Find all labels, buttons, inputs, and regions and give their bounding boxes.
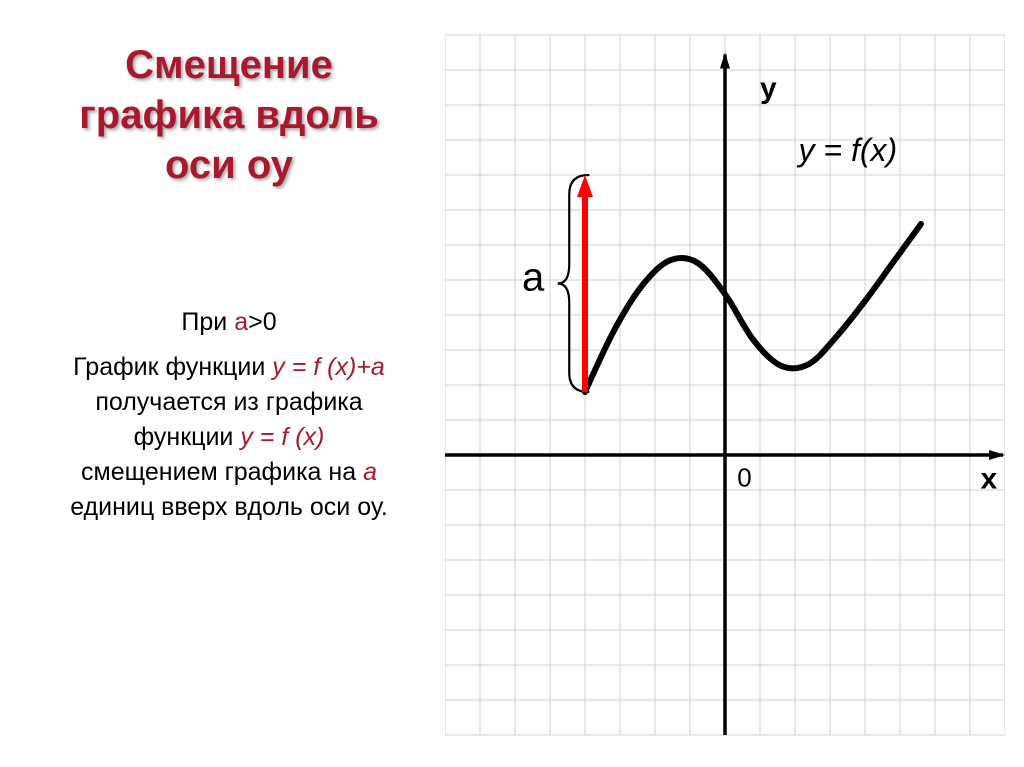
- chart-area: у х 0 у = f(х) а: [445, 32, 1005, 738]
- title-line: графика вдоль: [79, 93, 379, 137]
- cond-pre: При: [181, 308, 234, 336]
- title-line: Смещение: [125, 43, 333, 87]
- p5-text: единиц вверх вдоль оси оу.: [70, 493, 388, 521]
- body-text: При а>0 График функции у = f (х)+a получ…: [24, 305, 434, 525]
- chart-svg: у х 0 у = f(х) а: [445, 32, 1005, 738]
- left-column: Смещениеграфика вдольоси оу При а>0 Граф…: [24, 40, 434, 535]
- axis-label-y: у: [760, 72, 777, 105]
- title-line: оси оу: [165, 143, 293, 187]
- cond-post: >0: [248, 308, 277, 336]
- axis-label-x: х: [981, 462, 998, 495]
- p2-text: получается из графика: [95, 388, 362, 416]
- p1-text: График функции: [73, 353, 272, 381]
- axes: [445, 53, 1005, 736]
- p1-formula: у = f (х)+a: [272, 353, 385, 381]
- slide-title: Смещение графика вдоль оси оу: [24, 40, 434, 190]
- shift-arrow: [577, 175, 593, 392]
- condition-line: При а>0: [24, 305, 434, 340]
- p3-text: функции: [134, 423, 241, 451]
- body-paragraph: График функции у = f (х)+a получается из…: [24, 350, 434, 525]
- p4-a: а: [363, 458, 377, 486]
- function-label: у = f(х): [797, 132, 898, 168]
- p4-text: смещением графика на: [81, 458, 363, 486]
- p3-formula: у = f (х): [240, 423, 324, 451]
- origin-label: 0: [737, 463, 751, 493]
- brace-label-a: а: [522, 256, 545, 300]
- function-curve: [585, 224, 921, 392]
- cond-a: а: [234, 308, 248, 336]
- slide-root: Смещениеграфика вдольоси оу При а>0 Граф…: [0, 0, 1024, 767]
